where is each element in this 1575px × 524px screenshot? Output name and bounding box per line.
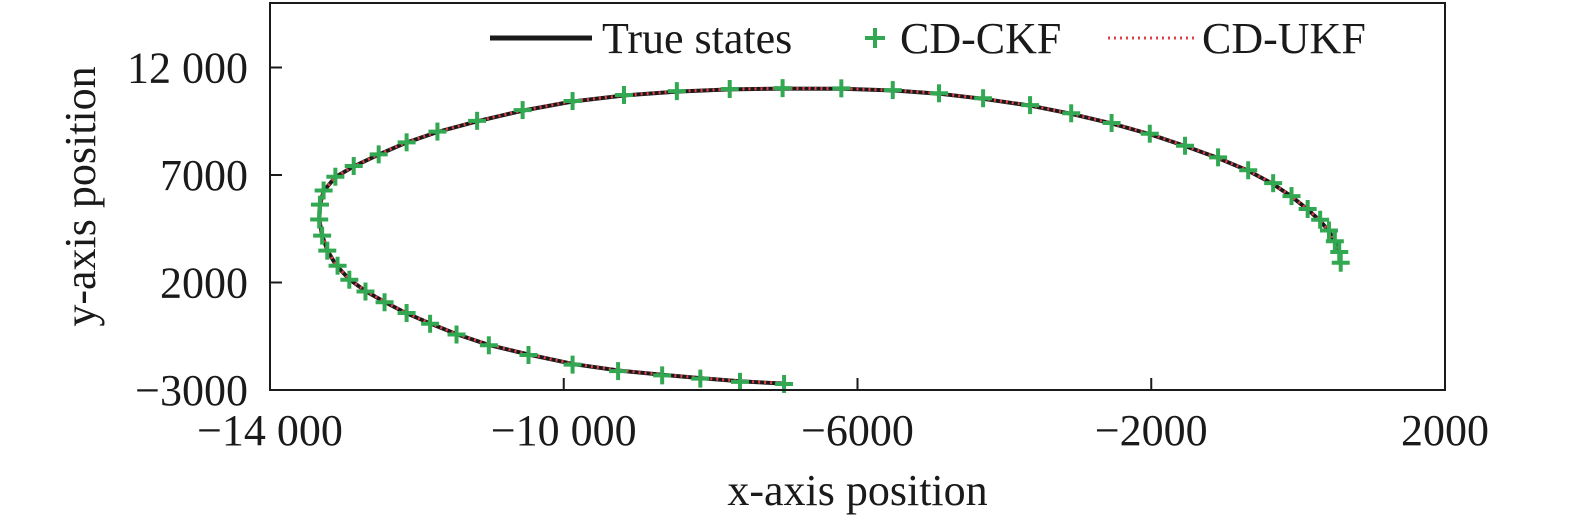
cd-ckf-point bbox=[1062, 104, 1081, 123]
legend-cd-ukf-label: CD-UKF bbox=[1202, 14, 1366, 63]
cd-ckf-point bbox=[832, 79, 851, 98]
cd-ckf-point bbox=[344, 156, 363, 175]
cd-ckf-point bbox=[731, 372, 749, 391]
cd-ckf-point bbox=[1239, 161, 1258, 180]
cd-ckf-point bbox=[519, 345, 538, 364]
cd-ckf-point bbox=[313, 226, 332, 245]
cd-ckf-point bbox=[314, 181, 333, 200]
cd-ckf-point bbox=[1209, 148, 1228, 167]
cd-ckf-point bbox=[1311, 210, 1330, 229]
cd-ckf-point bbox=[1325, 232, 1344, 251]
cd-ckf-point bbox=[1319, 221, 1338, 240]
cd-ckf-point bbox=[1176, 136, 1195, 155]
cd-ckf-point bbox=[653, 366, 672, 385]
x-tick-label: −2000 bbox=[1095, 406, 1208, 455]
cd-ckf-point bbox=[328, 256, 347, 275]
cd-ckf-point bbox=[513, 101, 532, 120]
y-tick-label: 7000 bbox=[160, 151, 248, 200]
cd-ckf-point bbox=[369, 145, 388, 164]
cd-ckf-point bbox=[318, 241, 337, 260]
cd-ckf-point bbox=[468, 111, 487, 130]
cd-ckf-point bbox=[974, 89, 993, 108]
cd-ckf-point bbox=[609, 362, 628, 381]
cd-ckf-point bbox=[447, 325, 466, 344]
cd-ckf-point bbox=[326, 167, 345, 186]
cd-ckf-point bbox=[614, 86, 633, 105]
cd-ckf-point bbox=[356, 282, 375, 301]
y-tick-label: 12 000 bbox=[127, 44, 248, 93]
cd-ckf-point bbox=[1264, 174, 1283, 193]
x-tick-label: −6000 bbox=[801, 406, 914, 455]
cd-ckf-point bbox=[1140, 124, 1159, 143]
cd-ckf-point bbox=[1102, 113, 1121, 132]
cd-ckf-point bbox=[1331, 253, 1350, 272]
cd-ckf-point bbox=[375, 293, 394, 312]
cd-ckf-point bbox=[691, 369, 710, 388]
x-tick-label: −14 000 bbox=[197, 406, 343, 455]
legend-cd-ckf-swatch bbox=[865, 28, 885, 48]
y-tick-label: 2000 bbox=[160, 259, 248, 308]
x-axis-title: x-axis position bbox=[727, 466, 987, 515]
series-cd-ukf-line bbox=[317, 86, 1343, 385]
ticks-layer: −14 000 −10 000 −6000 −2000 2000 −3000 2000 700… bbox=[127, 44, 1489, 456]
cd-ckf-point bbox=[720, 80, 739, 98]
y-axis-title: y-axis position bbox=[56, 66, 105, 326]
cd-ckf-point bbox=[340, 270, 359, 289]
cd-ckf-point bbox=[397, 304, 416, 323]
cd-ckf-point bbox=[397, 133, 416, 152]
cd-ckf-point bbox=[563, 92, 582, 111]
cd-ckf-point bbox=[1282, 187, 1301, 206]
series-layer bbox=[310, 79, 1350, 393]
cd-ckf-point bbox=[667, 82, 686, 101]
cd-ckf-point bbox=[773, 79, 792, 98]
cd-ckf-point bbox=[428, 122, 447, 141]
cd-ckf-point bbox=[930, 84, 949, 103]
x-tick-label: −10 000 bbox=[491, 406, 637, 455]
cd-ckf-point bbox=[479, 336, 498, 355]
cd-ckf-point bbox=[1298, 199, 1317, 218]
legend-cd-ckf-label: CD-CKF bbox=[900, 14, 1061, 63]
cd-ckf-point bbox=[310, 195, 329, 214]
x-tick-label: 2000 bbox=[1401, 406, 1489, 455]
y-tick-label: −3000 bbox=[135, 366, 248, 415]
cd-ckf-point bbox=[563, 355, 582, 374]
cd-ckf-point bbox=[1021, 96, 1040, 115]
series-cd-ckf-markers bbox=[310, 79, 1350, 393]
legend: True states CD-CKF CD-UKF bbox=[490, 14, 1366, 63]
legend-true-states-label: True states bbox=[602, 14, 792, 63]
cd-ckf-point bbox=[421, 314, 440, 333]
cd-ckf-point bbox=[883, 81, 902, 100]
